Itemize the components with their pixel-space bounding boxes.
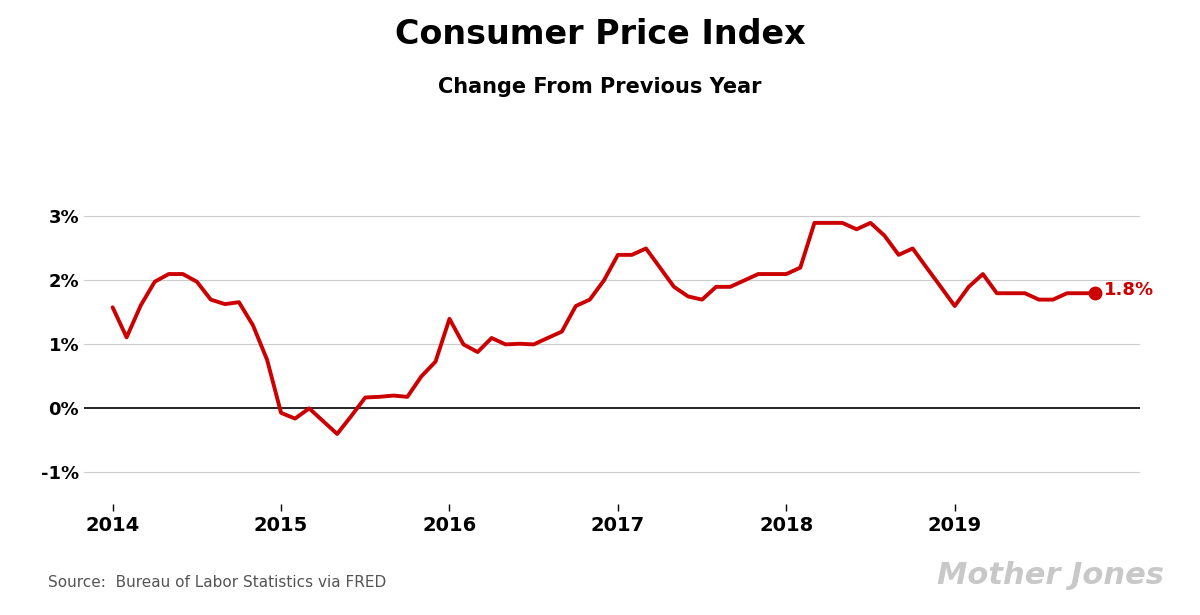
Text: Mother Jones: Mother Jones xyxy=(937,561,1164,590)
Text: Source:  Bureau of Labor Statistics via FRED: Source: Bureau of Labor Statistics via F… xyxy=(48,576,386,590)
Text: 1.8%: 1.8% xyxy=(1104,281,1153,299)
Text: Change From Previous Year: Change From Previous Year xyxy=(438,77,762,97)
Text: Consumer Price Index: Consumer Price Index xyxy=(395,18,805,52)
